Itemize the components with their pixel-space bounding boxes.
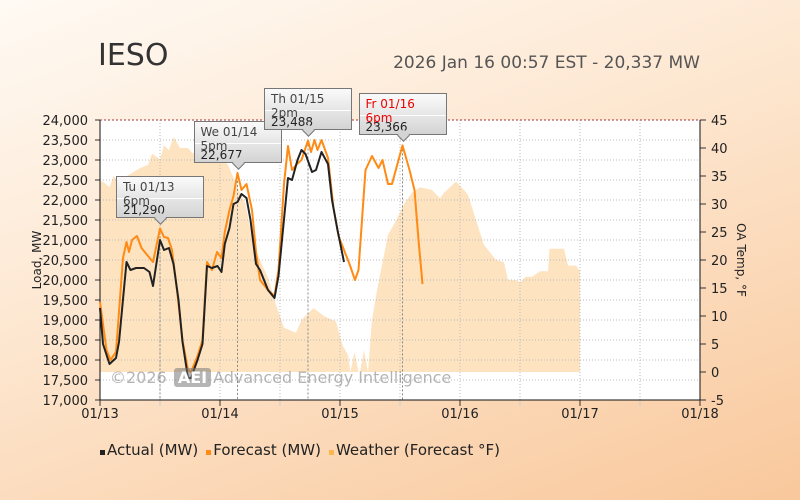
y-tick-label: 21,000 <box>43 234 89 249</box>
y2-tick-label: 10 <box>711 310 728 325</box>
y-tick-label: 18,000 <box>43 354 89 369</box>
y-tick-label: 19,000 <box>43 314 89 329</box>
tooltip-time: Th 01/15 2pm <box>265 89 351 120</box>
tooltip-value: 22,677 <box>200 147 243 162</box>
y2-tick-label: 40 <box>711 142 728 157</box>
y2-tick-label: 35 <box>711 170 728 185</box>
y-tick-label: 18,500 <box>43 334 89 349</box>
tooltip-time: Tu 01/13 6pm <box>117 177 203 208</box>
legend-item-forecast[interactable]: Forecast (MW) <box>206 441 321 459</box>
page-title: IESO <box>98 38 169 73</box>
y-tick-label: 17,500 <box>43 374 89 389</box>
tooltip-time: Fr 01/16 6pm <box>359 94 446 125</box>
tooltip-value: 21,290 <box>123 203 165 218</box>
y2-axis-label: OA Temp, °F <box>734 223 748 297</box>
forecast-line <box>99 139 424 373</box>
y2-tick-label: 30 <box>711 198 728 213</box>
y2-tick-label: 5 <box>711 338 719 353</box>
y2-tick-label: 0 <box>711 366 719 381</box>
y2-tick-label: 20 <box>711 254 728 269</box>
legend-label: Forecast (MW) <box>213 441 321 459</box>
watermark-name: Advanced Energy Intelligence <box>213 368 452 387</box>
legend-item-weather[interactable]: Weather (Forecast °F) <box>328 441 500 459</box>
actual-line <box>99 149 345 379</box>
y2-tick-label: 15 <box>711 282 728 297</box>
y-tick-label: 17,000 <box>43 394 89 409</box>
legend-swatch-weather <box>328 449 334 455</box>
y2-tick-label: 45 <box>711 114 728 129</box>
current-load-status: 2026 Jan 16 00:57 EST - 20,337 MW <box>393 53 700 73</box>
y2-tick-label: -5 <box>711 394 724 409</box>
tooltip: Th 01/15 2pm 23,488 <box>264 88 352 131</box>
y-tick-label: 24,000 <box>43 114 89 129</box>
x-tick-label: 01/15 <box>321 407 358 422</box>
y-tick-label: 19,500 <box>43 294 89 309</box>
chart-legend: Actual (MW) Forecast (MW) Weather (Forec… <box>100 441 500 459</box>
y-axis-label: Load, MW <box>30 231 44 290</box>
watermark-copyright: ©2026 <box>110 368 167 387</box>
x-tick-label: 01/16 <box>441 407 478 422</box>
y-tick-label: 22,500 <box>43 174 89 189</box>
x-tick-label: 01/13 <box>81 407 118 422</box>
legend-swatch-actual <box>100 449 105 455</box>
legend-swatch-forecast <box>206 449 212 455</box>
y2-tick-label: 25 <box>711 226 728 241</box>
x-tick-label: 01/14 <box>201 407 238 422</box>
aei-logo: AEI <box>173 368 212 387</box>
y-tick-label: 21,500 <box>43 214 89 229</box>
y-tick-label: 22,000 <box>43 194 89 209</box>
x-tick-label: 01/18 <box>681 407 718 422</box>
y-tick-label: 23,000 <box>43 154 89 169</box>
y-tick-label: 20,000 <box>43 274 89 289</box>
tooltip-value: 23,488 <box>271 115 313 130</box>
watermark: ©2026 AEI Advanced Energy Intelligence <box>110 368 451 387</box>
x-tick-label: 01/17 <box>561 407 598 422</box>
legend-label: Weather (Forecast °F) <box>335 441 500 459</box>
tooltip-time: We 01/14 5pm <box>194 122 281 153</box>
tooltip-value: 23,366 <box>365 120 408 135</box>
tooltip: Tu 01/13 6pm 21,290 <box>116 176 204 219</box>
legend-label: Actual (MW) <box>107 441 199 459</box>
tooltip: Fr 01/16 6pm 23,366 <box>358 93 447 136</box>
legend-item-actual[interactable]: Actual (MW) <box>100 441 198 459</box>
y-tick-label: 23,500 <box>43 134 89 149</box>
y-tick-label: 20,500 <box>43 254 89 269</box>
